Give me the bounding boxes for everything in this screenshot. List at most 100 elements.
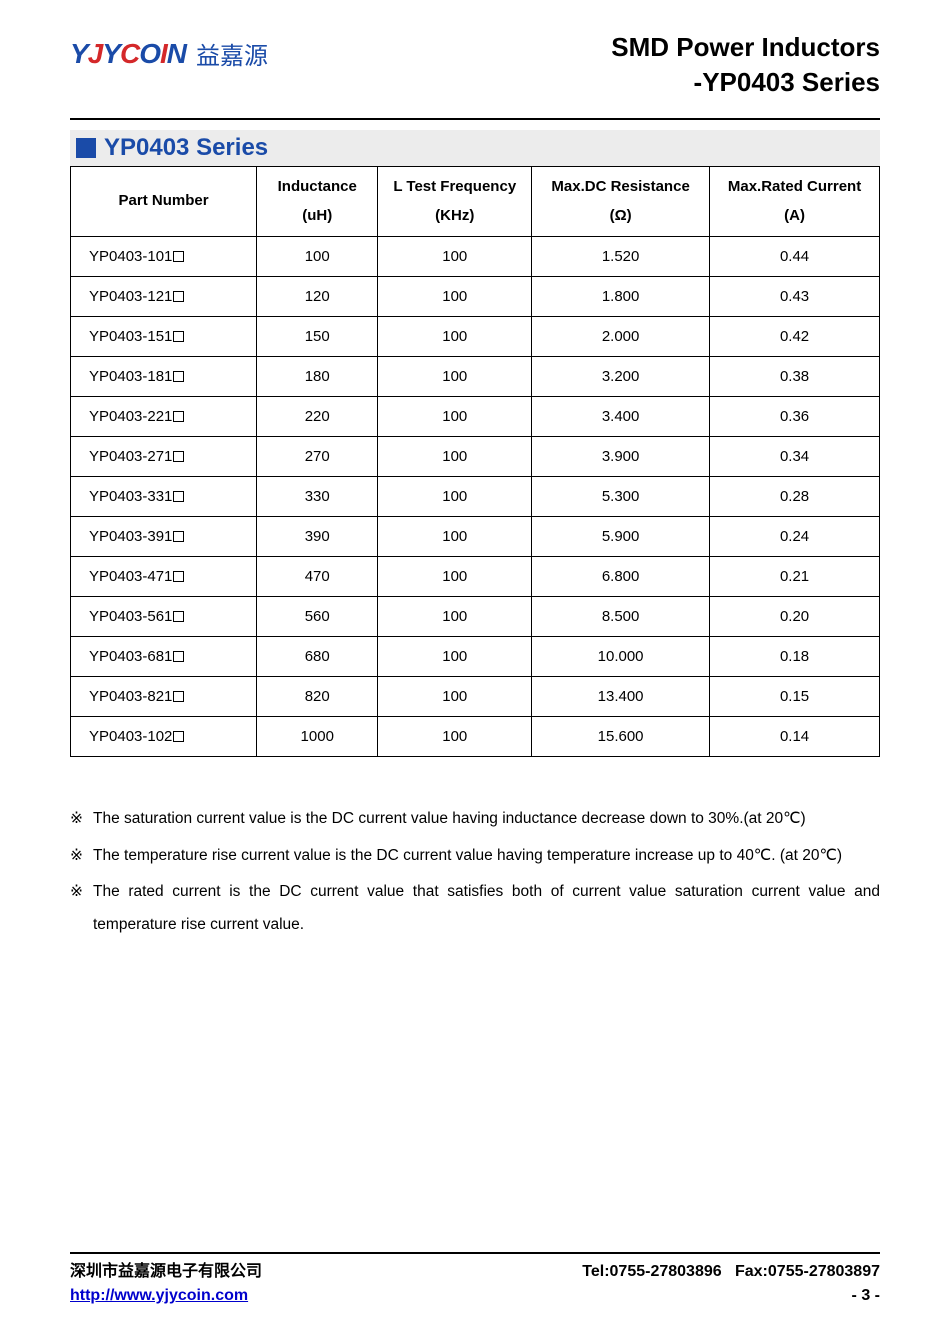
- data-cell: 100: [378, 717, 532, 757]
- company-name: 深圳市益嘉源电子有限公司: [70, 1260, 262, 1284]
- table-row: YP0403-68168010010.0000.18: [71, 637, 880, 677]
- data-cell: 100: [378, 317, 532, 357]
- note-text: The rated current is the DC current valu…: [93, 876, 880, 941]
- data-cell: 8.500: [532, 597, 710, 637]
- table-row: YP0403-4714701006.8000.21: [71, 557, 880, 597]
- section-title-text: YP0403 Series: [104, 134, 268, 162]
- checkbox-icon: [173, 571, 184, 582]
- part-number-cell: YP0403-331: [71, 477, 257, 517]
- data-cell: 270: [257, 437, 378, 477]
- data-cell: 120: [257, 277, 378, 317]
- data-cell: 3.400: [532, 397, 710, 437]
- data-cell: 0.21: [710, 557, 880, 597]
- data-cell: 0.15: [710, 677, 880, 717]
- company-url-link[interactable]: http://www.yjycoin.com: [70, 1287, 248, 1304]
- footnote-item: ※ The saturation current value is the DC …: [70, 803, 880, 836]
- data-cell: 680: [257, 637, 378, 677]
- checkbox-icon: [173, 491, 184, 502]
- table-row: YP0403-1011001001.5200.44: [71, 237, 880, 277]
- checkbox-icon: [173, 731, 184, 742]
- data-cell: 100: [378, 677, 532, 717]
- table-row: YP0403-3313301005.3000.28: [71, 477, 880, 517]
- title-line-1: SMD Power Inductors: [611, 30, 880, 65]
- page-number: - 3 -: [582, 1284, 880, 1308]
- table-row: YP0403-2212201003.4000.36: [71, 397, 880, 437]
- part-number-cell: YP0403-561: [71, 597, 257, 637]
- data-cell: 330: [257, 477, 378, 517]
- part-number-cell: YP0403-471: [71, 557, 257, 597]
- note-text: The temperature rise current value is th…: [93, 840, 880, 873]
- table-row: YP0403-2712701003.9000.34: [71, 437, 880, 477]
- data-cell: 0.38: [710, 357, 880, 397]
- logo-chinese: 益嘉源: [196, 36, 268, 71]
- part-number-cell: YP0403-101: [71, 237, 257, 277]
- data-cell: 100: [378, 357, 532, 397]
- table-row: YP0403-5615601008.5000.20: [71, 597, 880, 637]
- data-cell: 1.800: [532, 277, 710, 317]
- column-header: Part Number: [71, 167, 257, 237]
- data-cell: 470: [257, 557, 378, 597]
- part-number-cell: YP0403-121: [71, 277, 257, 317]
- footnotes: ※ The saturation current value is the DC …: [70, 803, 880, 941]
- data-cell: 180: [257, 357, 378, 397]
- data-cell: 390: [257, 517, 378, 557]
- data-cell: 5.900: [532, 517, 710, 557]
- data-cell: 0.34: [710, 437, 880, 477]
- column-header: L Test Frequency(KHz): [378, 167, 532, 237]
- column-header: Max.DC Resistance(Ω): [532, 167, 710, 237]
- specifications-table: Part NumberInductance(uH)L Test Frequenc…: [70, 166, 880, 757]
- data-cell: 0.14: [710, 717, 880, 757]
- data-cell: 1.520: [532, 237, 710, 277]
- data-cell: 0.42: [710, 317, 880, 357]
- data-cell: 0.20: [710, 597, 880, 637]
- data-cell: 0.43: [710, 277, 880, 317]
- data-cell: 3.900: [532, 437, 710, 477]
- data-cell: 100: [378, 397, 532, 437]
- data-cell: 150: [257, 317, 378, 357]
- checkbox-icon: [173, 371, 184, 382]
- data-cell: 0.28: [710, 477, 880, 517]
- checkbox-icon: [173, 651, 184, 662]
- checkbox-icon: [173, 451, 184, 462]
- data-cell: 100: [378, 597, 532, 637]
- contact-line: Tel:0755-27803896 Fax:0755-27803897: [582, 1260, 880, 1284]
- data-cell: 5.300: [532, 477, 710, 517]
- part-number-cell: YP0403-391: [71, 517, 257, 557]
- page-header: YJYCOIN 益嘉源 SMD Power Inductors -YP0403 …: [70, 30, 880, 100]
- table-row: YP0403-3913901005.9000.24: [71, 517, 880, 557]
- checkbox-icon: [173, 611, 184, 622]
- data-cell: 100: [378, 637, 532, 677]
- column-header: Max.Rated Current(A): [710, 167, 880, 237]
- data-cell: 100: [378, 237, 532, 277]
- data-cell: 6.800: [532, 557, 710, 597]
- part-number-cell: YP0403-102: [71, 717, 257, 757]
- data-cell: 15.600: [532, 717, 710, 757]
- data-cell: 100: [378, 277, 532, 317]
- header-divider: [70, 118, 880, 120]
- note-marker-icon: ※: [70, 876, 83, 941]
- section-heading: YP0403 Series: [70, 130, 880, 166]
- data-cell: 100: [257, 237, 378, 277]
- page-footer: 深圳市益嘉源电子有限公司 http://www.yjycoin.com Tel:…: [70, 1252, 880, 1308]
- logo-latin: YJYCOIN: [70, 38, 186, 70]
- data-cell: 220: [257, 397, 378, 437]
- data-cell: 560: [257, 597, 378, 637]
- checkbox-icon: [173, 291, 184, 302]
- data-cell: 100: [378, 437, 532, 477]
- part-number-cell: YP0403-181: [71, 357, 257, 397]
- note-marker-icon: ※: [70, 803, 83, 836]
- part-number-cell: YP0403-151: [71, 317, 257, 357]
- table-row: YP0403-82182010013.4000.15: [71, 677, 880, 717]
- checkbox-icon: [173, 331, 184, 342]
- table-row: YP0403-1511501002.0000.42: [71, 317, 880, 357]
- data-cell: 0.44: [710, 237, 880, 277]
- data-cell: 3.200: [532, 357, 710, 397]
- table-row: YP0403-102100010015.6000.14: [71, 717, 880, 757]
- data-cell: 0.24: [710, 517, 880, 557]
- footer-divider: [70, 1252, 880, 1254]
- checkbox-icon: [173, 251, 184, 262]
- table-row: YP0403-1811801003.2000.38: [71, 357, 880, 397]
- note-text: The saturation current value is the DC c…: [93, 803, 880, 836]
- footer-right: Tel:0755-27803896 Fax:0755-27803897 - 3 …: [582, 1260, 880, 1308]
- data-cell: 1000: [257, 717, 378, 757]
